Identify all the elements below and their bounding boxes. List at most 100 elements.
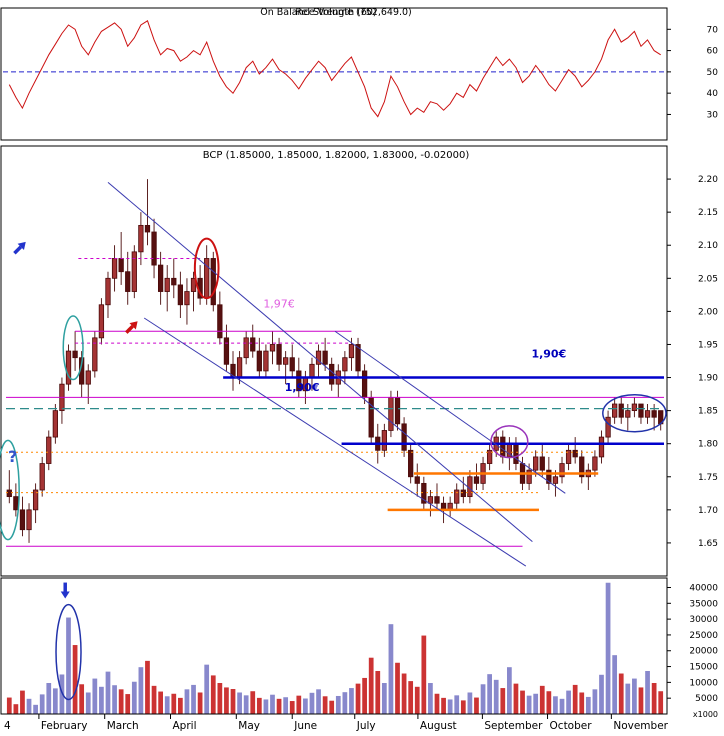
volume-bar — [388, 624, 394, 714]
volume-bar — [210, 675, 216, 714]
candle-down — [421, 482, 427, 504]
highlight-ellipse — [490, 425, 529, 459]
candle-up — [52, 410, 58, 438]
candle-up — [342, 357, 348, 372]
volume-bar — [572, 684, 578, 714]
y-axis-label: 1.70 — [698, 506, 718, 516]
price-panel-border — [0, 145, 668, 577]
volume-bar — [599, 674, 604, 714]
volume-panel: 40000 35000 30000 25000 20000 15000 10000 5000 x… — [0, 577, 718, 719]
y-axis-label: 2.05 — [698, 274, 718, 284]
y-axis-label: 2.15 — [698, 208, 718, 218]
volume-bar — [493, 679, 499, 714]
month-label: April — [173, 720, 197, 732]
volume-bar — [414, 686, 420, 714]
volume-bar — [72, 645, 78, 714]
volume-bar — [342, 692, 348, 714]
volume-bar — [605, 582, 611, 714]
candle-up — [467, 476, 473, 498]
volume-bar — [526, 695, 532, 714]
volume-bar — [158, 691, 163, 714]
volume-bar — [197, 692, 203, 714]
volume-bar — [645, 670, 650, 714]
candle-down — [401, 423, 407, 451]
volume-bar — [368, 657, 374, 714]
volume-bar — [447, 699, 453, 714]
volume-bar — [513, 683, 519, 714]
candle-down — [177, 284, 184, 306]
volume-bar — [13, 704, 19, 714]
candle-down — [151, 231, 157, 266]
candle-up — [92, 337, 98, 372]
volume-bar — [230, 689, 236, 714]
volume-bar — [191, 684, 196, 714]
volume-bar — [539, 685, 545, 714]
candle-down — [394, 396, 401, 425]
volume-bar — [507, 667, 512, 714]
indicator-line — [8, 20, 661, 118]
volume-bar — [395, 662, 400, 714]
volume-bar — [263, 699, 269, 714]
candle-up — [552, 476, 559, 484]
candle-up — [454, 489, 460, 504]
volume-bar — [553, 696, 558, 714]
month-label: June — [293, 720, 317, 732]
candle-down — [500, 436, 506, 458]
volume-bar — [243, 695, 249, 714]
candle-down — [210, 258, 216, 306]
y-axis-label: 1.65 — [698, 539, 718, 549]
volume-bar — [467, 692, 473, 714]
candle-down — [361, 370, 368, 398]
volume-bar — [355, 683, 361, 714]
candle-down — [546, 469, 552, 484]
annotation-arrow-head — [17, 241, 26, 251]
highlight-ellipse — [55, 603, 82, 701]
candle-down — [171, 277, 177, 286]
candle-down — [276, 344, 282, 365]
volume-bar — [500, 688, 506, 714]
candle-up — [85, 370, 91, 385]
y-axis-label: 10000 — [689, 678, 718, 688]
volume-bar — [434, 693, 440, 714]
trendline — [334, 330, 566, 494]
indicator-title-0: On Balance Volume (752,649.0) — [260, 7, 412, 18]
volume-bar — [441, 697, 446, 714]
volume-bar — [118, 689, 124, 714]
volume-bar — [375, 670, 381, 714]
volume-bar — [546, 691, 552, 714]
volume-bar — [579, 692, 585, 714]
y-axis-label: 40 — [707, 89, 719, 99]
x-axis: February March April May June July August Septe… — [4, 714, 669, 732]
volume-bar — [66, 617, 71, 714]
month-label: May — [238, 720, 260, 732]
volume-bar — [533, 693, 539, 714]
y-axis-label: 2.10 — [698, 241, 718, 251]
candle-down — [473, 476, 480, 484]
y-axis-label: 15000 — [689, 663, 718, 673]
price-annotation: ? — [8, 447, 17, 466]
volume-bar — [204, 664, 210, 714]
volume-bar — [112, 685, 117, 714]
volume-bar — [145, 660, 150, 714]
volume-bar — [237, 692, 242, 714]
candle-up — [39, 463, 45, 491]
candle-down — [125, 271, 131, 292]
ind-panel-border — [0, 7, 668, 141]
candle-up — [381, 430, 387, 451]
volume-bar — [454, 695, 460, 714]
vol-panel-border — [0, 577, 668, 715]
y-axis-label: 50 — [707, 68, 719, 78]
volume-bar — [217, 683, 223, 714]
y-axis-label: 1.95 — [698, 340, 718, 350]
trendline — [143, 317, 527, 567]
volume-bar — [92, 678, 98, 714]
candle-down — [144, 224, 151, 233]
highlight-ellipse — [0, 439, 20, 541]
candle-down — [256, 350, 262, 372]
y-axis-label: 1.80 — [698, 440, 718, 450]
volume-bar — [460, 700, 466, 714]
volume-bar — [428, 683, 433, 714]
